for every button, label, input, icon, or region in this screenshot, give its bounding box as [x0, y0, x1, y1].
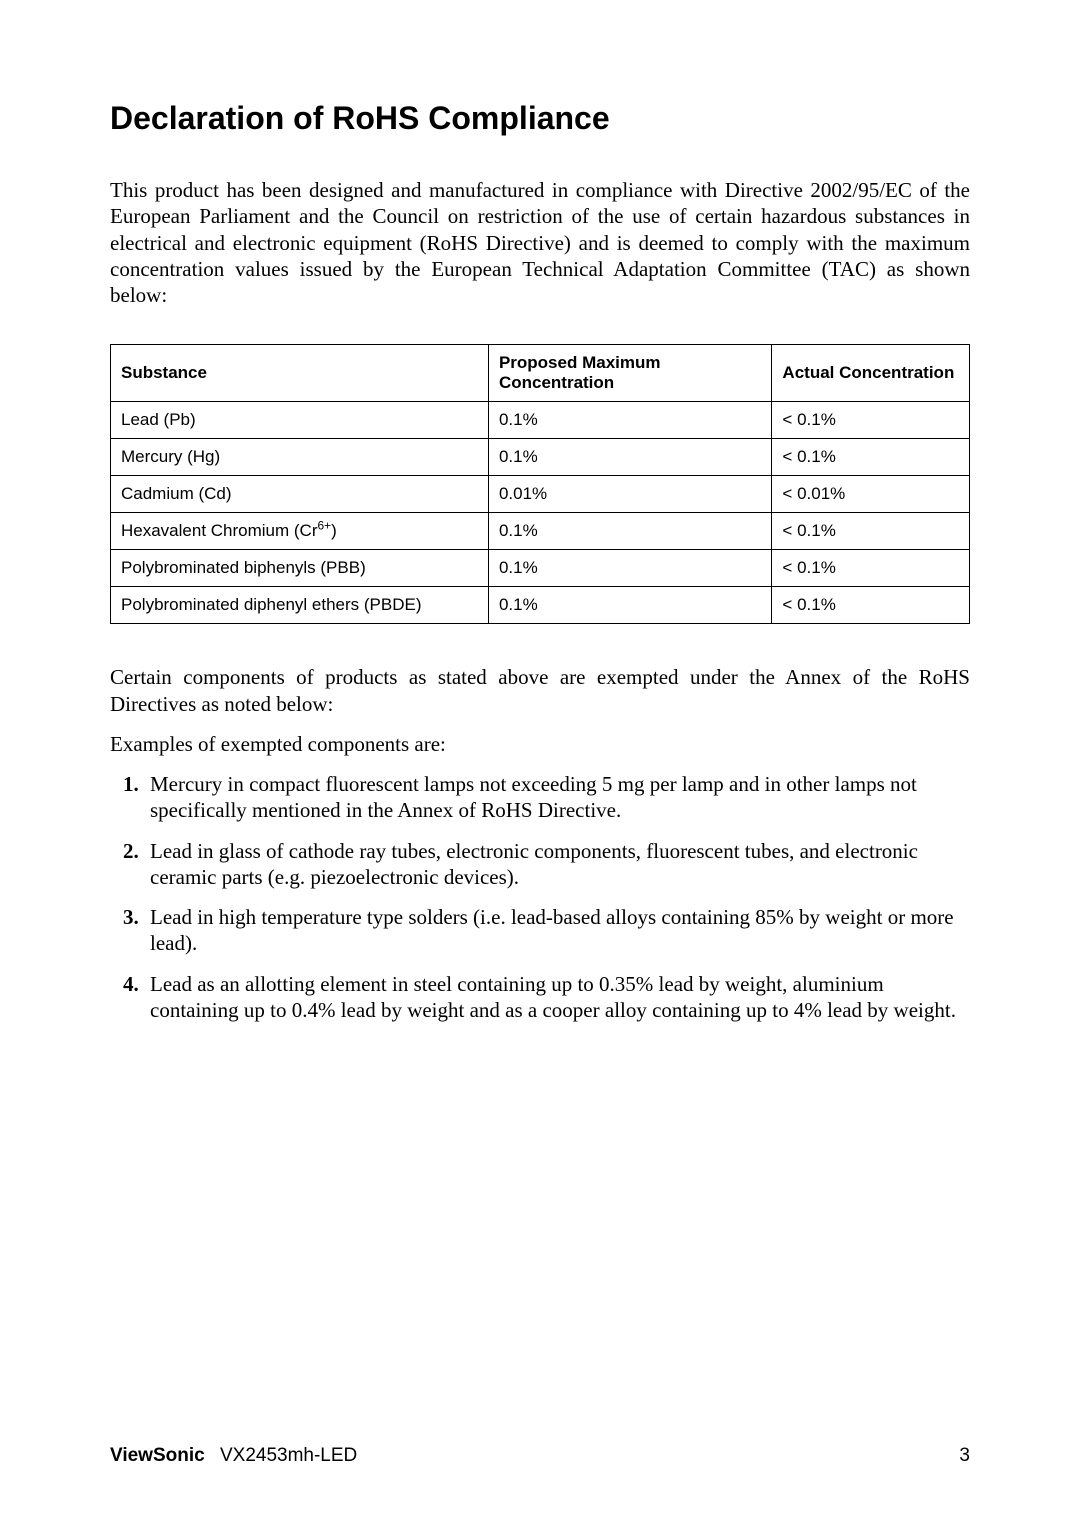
- cell-substance: Mercury (Hg): [111, 439, 489, 476]
- footer-page-number: 3: [959, 1445, 970, 1467]
- cell-substance: Hexavalent Chromium (Cr6+): [111, 513, 489, 550]
- header-proposed: Proposed Maximum Concentration: [488, 345, 771, 402]
- cell-proposed: 0.1%: [488, 402, 771, 439]
- superscript: 6+: [318, 519, 332, 533]
- exemption-intro-1: Certain components of products as stated…: [110, 664, 970, 717]
- cell-proposed: 0.1%: [488, 550, 771, 587]
- footer-model: VX2453mh-LED: [220, 1445, 357, 1466]
- footer-brand: ViewSonic: [110, 1445, 205, 1466]
- cell-substance: Cadmium (Cd): [111, 476, 489, 513]
- list-item: Lead in high temperature type solders (i…: [144, 904, 970, 957]
- list-item: Mercury in compact fluorescent lamps not…: [144, 771, 970, 824]
- table-header-row: Substance Proposed Maximum Concentration…: [111, 345, 970, 402]
- list-item: Lead in glass of cathode ray tubes, elec…: [144, 838, 970, 891]
- cell-proposed: 0.01%: [488, 476, 771, 513]
- table-row: Lead (Pb) 0.1% < 0.1%: [111, 402, 970, 439]
- document-page: Declaration of RoHS Compliance This prod…: [0, 0, 1080, 1527]
- cell-substance: Lead (Pb): [111, 402, 489, 439]
- cell-actual: < 0.1%: [772, 439, 970, 476]
- table-row: Hexavalent Chromium (Cr6+) 0.1% < 0.1%: [111, 513, 970, 550]
- page-title: Declaration of RoHS Compliance: [110, 100, 970, 137]
- footer-left: ViewSonic VX2453mh-LED: [110, 1445, 357, 1467]
- intro-paragraph: This product has been designed and manuf…: [110, 177, 970, 308]
- list-item: Lead as an allotting element in steel co…: [144, 971, 970, 1024]
- table-row: Cadmium (Cd) 0.01% < 0.01%: [111, 476, 970, 513]
- header-actual: Actual Concentration: [772, 345, 970, 402]
- exemption-list: Mercury in compact fluorescent lamps not…: [110, 771, 970, 1023]
- rohs-table: Substance Proposed Maximum Concentration…: [110, 344, 970, 624]
- cell-substance: Polybrominated biphenyls (PBB): [111, 550, 489, 587]
- text: ): [331, 521, 337, 540]
- cell-actual: < 0.01%: [772, 476, 970, 513]
- cell-actual: < 0.1%: [772, 402, 970, 439]
- cell-actual: < 0.1%: [772, 513, 970, 550]
- cell-proposed: 0.1%: [488, 439, 771, 476]
- table-row: Polybrominated biphenyls (PBB) 0.1% < 0.…: [111, 550, 970, 587]
- cell-proposed: 0.1%: [488, 513, 771, 550]
- cell-actual: < 0.1%: [772, 587, 970, 624]
- exemption-intro-2: Examples of exempted components are:: [110, 731, 970, 757]
- cell-proposed: 0.1%: [488, 587, 771, 624]
- table-row: Mercury (Hg) 0.1% < 0.1%: [111, 439, 970, 476]
- text: Hexavalent Chromium (Cr: [121, 521, 318, 540]
- page-footer: ViewSonic VX2453mh-LED 3: [110, 1445, 970, 1467]
- table-row: Polybrominated diphenyl ethers (PBDE) 0.…: [111, 587, 970, 624]
- header-substance: Substance: [111, 345, 489, 402]
- cell-substance: Polybrominated diphenyl ethers (PBDE): [111, 587, 489, 624]
- cell-actual: < 0.1%: [772, 550, 970, 587]
